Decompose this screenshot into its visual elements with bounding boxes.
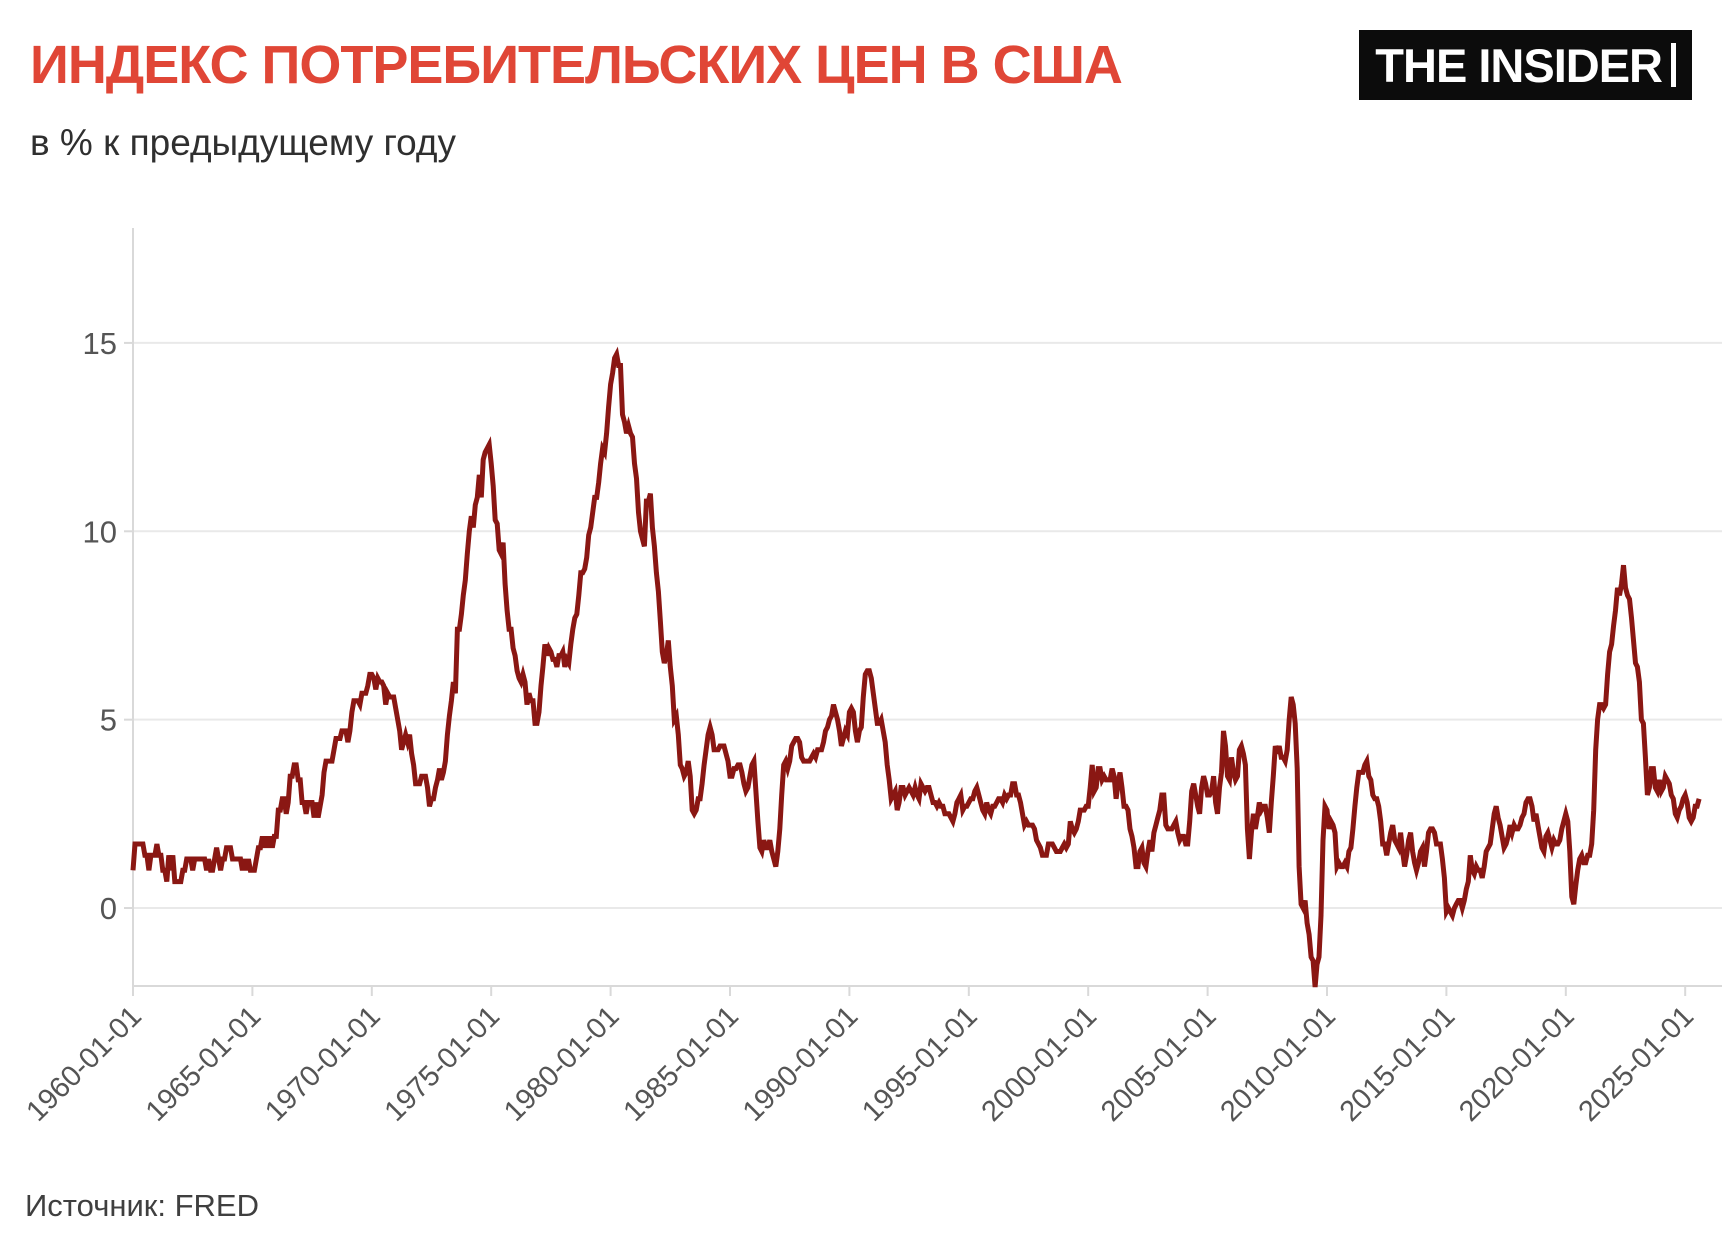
x-axis-tick-label: 1970-01-01 — [259, 1000, 387, 1128]
x-axis-tick-label: 2005-01-01 — [1095, 1000, 1223, 1128]
logo-text: THE INSIDER — [1375, 38, 1663, 92]
x-axis-tick-label: 1975-01-01 — [379, 1000, 507, 1128]
page-subtitle: в % к предыдущему году — [30, 122, 457, 163]
x-axis-tick-label: 1985-01-01 — [617, 1000, 745, 1128]
logo-cursor-bar — [1671, 43, 1676, 87]
x-axis-tick-label: 1980-01-01 — [498, 1000, 626, 1128]
y-axis-tick-label: 0 — [100, 891, 117, 926]
x-axis-tick-label: 1990-01-01 — [737, 1000, 865, 1128]
x-axis-tick-label: 2010-01-01 — [1214, 1000, 1342, 1128]
y-axis-tick-label: 5 — [100, 703, 117, 738]
the-insider-logo: THE INSIDER — [1359, 30, 1692, 100]
x-axis-tick-label: 2015-01-01 — [1334, 1000, 1462, 1128]
x-axis-tick-label: 2000-01-01 — [976, 1000, 1104, 1128]
x-axis-tick-label: 2020-01-01 — [1453, 1000, 1581, 1128]
page-title: ИНДЕКС ПОТРЕБИТЕЛЬСКИХ ЦЕН В США — [30, 35, 1123, 95]
y-axis-tick-label: 10 — [83, 514, 117, 549]
y-axis-tick-label: 15 — [83, 326, 117, 361]
x-axis-tick-label: 1965-01-01 — [140, 1000, 268, 1128]
cpi-series-line — [130, 346, 1702, 988]
x-axis-tick-label: 1960-01-01 — [20, 1000, 148, 1128]
x-axis-tick-label: 1995-01-01 — [856, 1000, 984, 1128]
source-note: Источник: FRED — [25, 1188, 259, 1223]
x-axis-tick-label: 2025-01-01 — [1573, 1000, 1701, 1128]
